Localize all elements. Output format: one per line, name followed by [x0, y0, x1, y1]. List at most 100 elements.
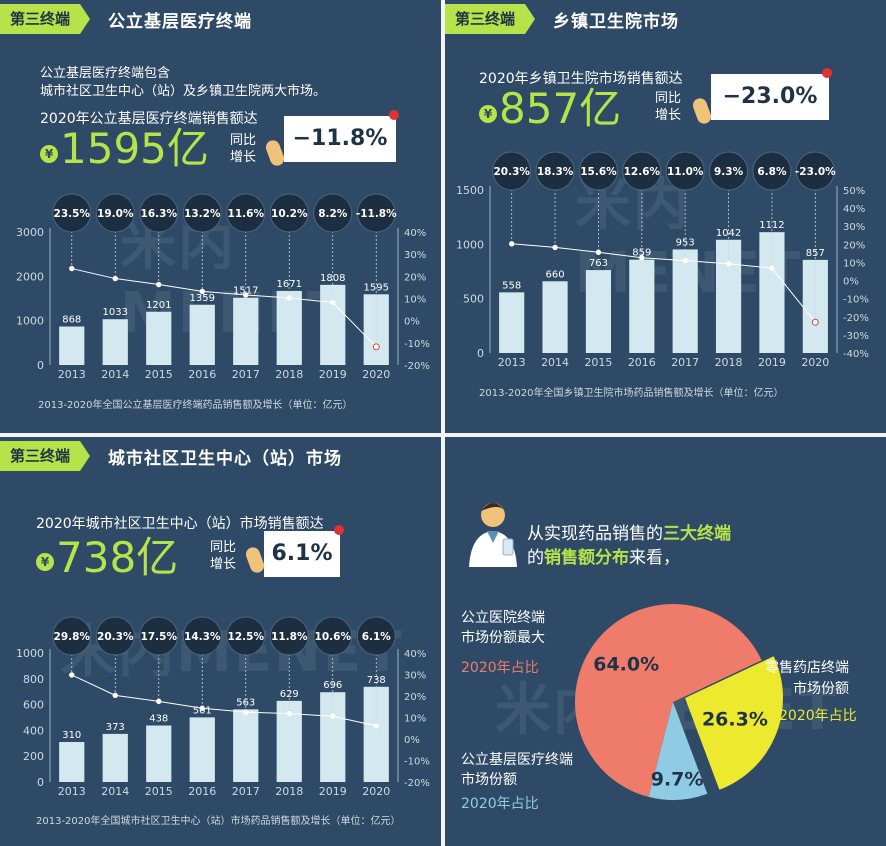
- right-tick-label: 40%: [843, 204, 865, 215]
- growth-line: [71, 268, 377, 348]
- growth-bubble-label: 20.3%: [493, 166, 530, 178]
- growth-point: [156, 698, 162, 705]
- right-tick-label: 40%: [404, 228, 426, 239]
- growth-bubble-label: 12.6%: [624, 166, 661, 178]
- growth-point: [552, 244, 558, 251]
- right-tick-label: 10%: [404, 714, 426, 725]
- ribbon-badge-icon: [389, 110, 399, 120]
- growth-bubble: [52, 616, 92, 656]
- panel-terminal-share: 从实现药品销售的三大终端 的销售额分布来看， 米内MENET 64.0%26.3…: [445, 437, 886, 846]
- growth-bubble-label: 11.0%: [667, 166, 704, 178]
- right-tick-label: -20%: [404, 361, 430, 372]
- right-tick-label: 10%: [404, 295, 426, 306]
- intro-text-c: 来看，: [629, 548, 680, 568]
- label-hospital-line-2: 市场份额最大: [461, 630, 545, 646]
- right-tick-label: -10%: [404, 339, 430, 350]
- bar: [499, 292, 525, 353]
- bar: [629, 259, 655, 353]
- yoy-label-line-2: 增长: [655, 108, 682, 123]
- panel-community: 第三终端 城市社区卫生中心（站）市场 2020年城市社区卫生中心（站）市场销售额…: [0, 437, 441, 846]
- sales-value: 857亿: [499, 84, 622, 133]
- growth-bubble: [182, 193, 222, 233]
- yen-icon: ¥: [36, 553, 54, 571]
- section-tag: 第三终端: [0, 4, 81, 34]
- growth-bubble-label: -11.8%: [356, 208, 397, 220]
- yoy-label-line-1: 同比: [210, 540, 237, 555]
- pie-slice-label: 26.3%: [702, 708, 768, 730]
- right-tick-label: 20%: [404, 692, 426, 703]
- growth-bubble-label: 18.3%: [537, 166, 574, 178]
- bar: [585, 270, 612, 353]
- growth-bubble: [139, 193, 179, 233]
- bar: [146, 725, 172, 782]
- growth-point: [811, 318, 819, 326]
- pie-slice: [648, 702, 708, 800]
- panel-header: 第三终端 城市社区卫生中心（站）市场: [0, 441, 342, 471]
- growth-point: [243, 292, 249, 298]
- growth-bubble-label: 13.2%: [184, 208, 221, 220]
- pie-slice-label: 9.7%: [651, 768, 704, 790]
- left-tick-label: 1000: [16, 315, 44, 328]
- yoy-label-line-2: 增长: [210, 557, 237, 572]
- intro-text-a: 从实现药品销售的: [527, 524, 663, 544]
- growth-bubble-label: 20.3%: [97, 631, 134, 643]
- growth-line: [511, 243, 816, 323]
- growth-point: [69, 672, 75, 678]
- pie-slice: [685, 656, 783, 790]
- right-tick-label: 30%: [404, 250, 426, 261]
- growth-bubble: [356, 193, 396, 233]
- left-tick-label: 0: [37, 776, 44, 789]
- x-tick-label: 2017: [671, 356, 699, 369]
- bar-line-chart-township: 0 500 1000 1500 -40% -30% -20% -10% 0% 10% 20% 30% 4…: [456, 151, 869, 369]
- growth-bubble-label: 14.3%: [184, 631, 221, 643]
- growth-bubble: [356, 616, 396, 656]
- growth-bubble: [269, 193, 309, 233]
- left-tick-label: 600: [23, 699, 44, 712]
- label-retail-line-1: 零售药店终端: [765, 660, 849, 676]
- right-tick-label: 20%: [843, 240, 865, 251]
- pie-slice: [575, 604, 762, 797]
- yoy-label: 同比 增长: [210, 539, 236, 573]
- yoy-label-line-2: 增长: [230, 150, 257, 165]
- chart-caption: 2013-2020年全国公立基层医疗终端药品销售额及增长（单位：亿元）: [38, 400, 353, 411]
- growth-bubble: [709, 151, 749, 191]
- right-tick-label: 20%: [404, 272, 426, 283]
- bar-value-label: 558: [502, 280, 521, 291]
- growth-point: [199, 705, 205, 711]
- yoy-label: 同比 增长: [230, 132, 256, 166]
- growth-bubble: [226, 193, 266, 233]
- bar: [759, 232, 785, 353]
- growth-bubble: [578, 151, 618, 191]
- label-primary-line-3: 2020年占比: [461, 796, 539, 812]
- label-hospital-line-1: 公立医院终端: [461, 610, 545, 626]
- growth-bubble-label: 11.6%: [228, 208, 265, 220]
- sales-value: 738亿: [56, 533, 179, 582]
- section-tag: 第三终端: [445, 4, 526, 34]
- x-tick-label: 2019: [319, 785, 347, 798]
- intro-line-2: 的销售额分布来看，: [527, 543, 680, 568]
- left-tick-label: 1000: [456, 238, 484, 251]
- bar-value-label: 1033: [103, 307, 128, 318]
- pharmacist-avatar-icon: [469, 503, 517, 567]
- growth-point: [595, 249, 602, 256]
- x-tick-label: 2018: [275, 785, 303, 798]
- growth-point: [286, 295, 292, 301]
- right-tick-label: 50%: [843, 186, 865, 197]
- growth-bubble: [95, 193, 135, 233]
- growth-bubble-label: 8.2%: [318, 208, 348, 220]
- x-tick-label: 2016: [188, 368, 216, 381]
- growth-point: [286, 710, 292, 717]
- right-tick-label: 40%: [404, 649, 426, 660]
- growth-bubble: [665, 151, 705, 191]
- right-tick-label: -30%: [843, 331, 869, 342]
- bar-value-label: 696: [323, 680, 342, 691]
- growth-bubble: [795, 151, 835, 191]
- right-tick-label: 0%: [404, 317, 420, 328]
- tag-arrow-icon: [80, 441, 91, 471]
- right-tick-label: -10%: [843, 295, 869, 306]
- growth-bubble: [622, 151, 662, 191]
- bar: [102, 733, 128, 782]
- growth-bubble: [269, 616, 309, 656]
- left-tick-label: 0: [477, 347, 484, 360]
- label-primary-line-1: 公立基层医疗终端: [461, 752, 573, 768]
